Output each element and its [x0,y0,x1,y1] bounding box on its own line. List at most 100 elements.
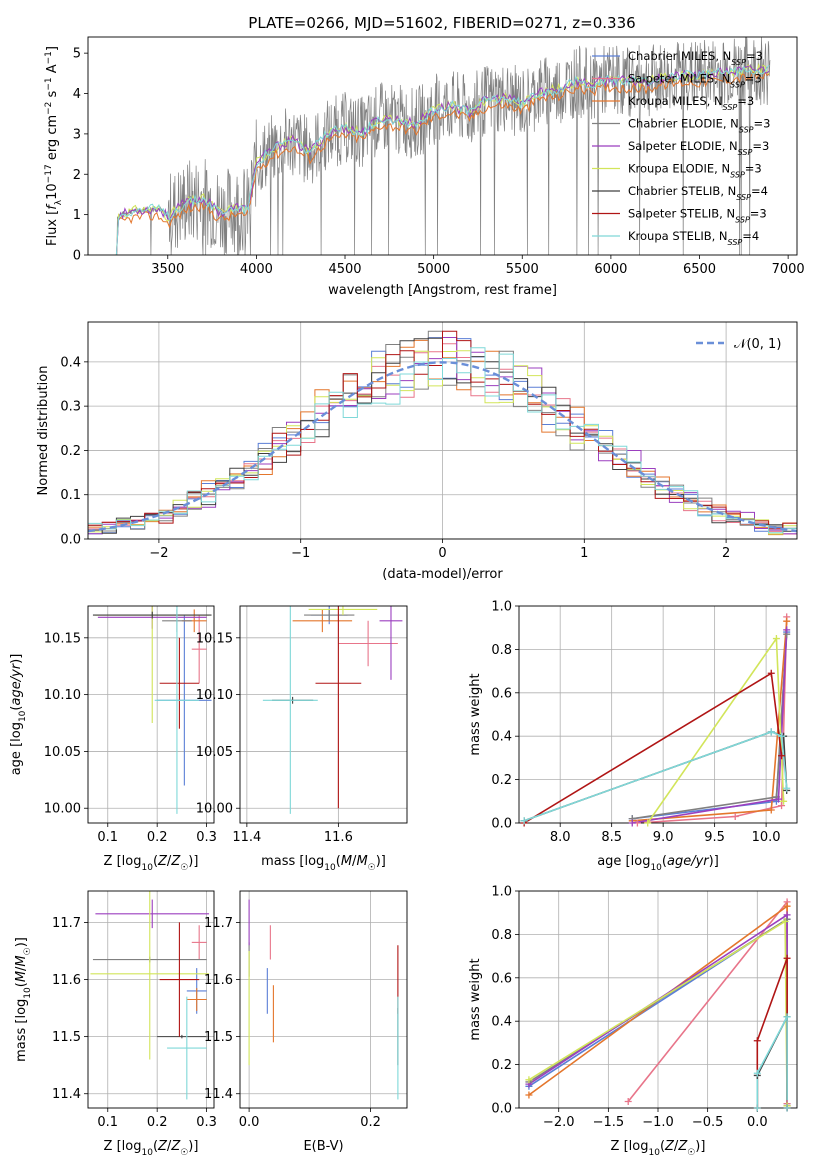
weight-line [647,636,785,823]
legend-text: =4 [742,229,759,243]
y-axis-label: age [log10(age/yr)] [9,654,28,776]
x-axis-label: E(B-V) [303,1139,343,1154]
weight-marker [731,812,739,820]
legend-text: Chabrier MILES, N [628,49,731,63]
label-part: 10 [141,863,153,873]
label-part: )] [376,854,386,869]
y-tick-label: 11.6 [204,973,233,988]
weight-line [523,731,788,822]
legend-label: Kroupa STELIB, NSSP=4 [628,229,759,247]
axes-frame [87,321,798,540]
label-part: ( [153,1139,158,1154]
weight-marker [525,1091,533,1099]
legend-label: Kroupa MILES, NSSP=3 [628,94,754,112]
x-axis-label: Z [log10(Z/Z☉)] [611,1139,706,1158]
x-tick-label: −2.0 [543,1115,575,1130]
legend-sub: SSP [738,148,753,157]
weight-marker [778,802,786,810]
axes-frame [87,605,215,824]
x-tick-label: 8.0 [550,830,571,845]
legend-label: Chabrier ELODIE, NSSP=3 [628,117,770,135]
age-vs-mass-plot-area [240,606,407,823]
x-tick-label: −1 [291,546,310,561]
label-part: )] [14,937,29,947]
residuals-plot-area [88,322,797,539]
age-vs-mass-panel: 11.4 11.6 10.00 10.05 10.10 10.15 mass [log10(… [196,605,408,873]
y-tick-label: 11.4 [52,1087,81,1102]
y-tick-label: 10.10 [196,688,233,703]
legend-sub: SSP [728,238,743,247]
legend-text: Salpeter ELODIE, N [628,139,738,153]
legend-text: Salpeter STELIB, N [628,207,735,221]
legend-sub: SSP [730,170,745,179]
weight-marker [644,819,652,827]
axes-frame [239,605,408,824]
label-part: M [356,854,367,869]
weight-line [632,621,788,822]
weight-marker [624,1097,632,1105]
y-tick-label: 11.7 [52,916,81,931]
legend-sub: SSP [731,58,746,67]
weight-line [756,1016,788,1108]
model-line [115,65,770,255]
y-tick-label: 11.5 [52,1030,81,1045]
label-part: −1 [44,77,54,90]
label-part: ] [45,46,60,51]
mass-vs-Z-panel: 0.1 0.2 0.311.411.511.611.7Z [log10(Z/Z☉)]… [14,890,217,1158]
y-tick-label: 4 [73,87,81,102]
legend-text: =3 [750,207,767,221]
y-tick-label: 0.4 [491,730,512,745]
legend-text: Kroupa STELIB, N [628,229,728,243]
label-part: / [352,854,357,869]
legend-text: =3 [746,49,763,63]
y-tick-label: 10.05 [44,745,81,760]
label-part: ☉ [368,863,376,873]
x-tick-label: 3500 [151,262,184,277]
x-tick-label: 9.0 [653,830,674,845]
label-part: )] [188,854,198,869]
legend-sub: SSP [723,103,738,112]
label-part: mass [log [14,999,29,1062]
x-tick-label: 0.0 [239,1115,260,1130]
y-tick-label: 10.00 [196,802,233,817]
label-part: )] [9,654,24,664]
label-part: ☉ [180,863,188,873]
x-tick-label: 6000 [594,262,627,277]
weight-marker [778,732,786,740]
y-tick-label: 0.1 [60,488,81,503]
x-tick-label: 2 [722,546,730,561]
weight-marker [783,1104,791,1112]
y-tick-label: 0.0 [60,533,81,548]
y-axis-label: Normed distribution [36,366,51,496]
label-part: ( [153,854,158,869]
weight-marker [783,1013,791,1021]
label-part: Z [677,1139,688,1154]
label-part: ( [336,854,341,869]
label-part: Flux [ [45,210,60,246]
y-tick-label: 0.6 [491,971,512,986]
y-tick-label: 5 [73,47,81,62]
y-tick-label: 11.6 [52,973,81,988]
label-part: 10 [648,1148,660,1158]
y-tick-label: 11.7 [204,916,233,931]
label-part: f [45,203,60,210]
x-tick-label: 9.5 [704,830,725,845]
y-tick-label: 0.8 [491,643,512,658]
x-axis-label: age [log10(age/yr)] [597,854,719,873]
spectrum-panel: 3500 4000 4500 5000 5500 6000 6500 7000 0 1 2 3 4 5 Ch… [44,36,805,298]
y-tick-label: 0.4 [491,1015,512,1030]
label-part: / [14,966,29,971]
weight-marker [520,817,528,825]
y-tick-label: 0.3 [60,400,81,415]
x-axis-label: wavelength [Angstrom, rest frame] [328,283,557,298]
label-part: age/yr [667,854,710,869]
weight-marker [783,626,791,634]
legend-label: Chabrier STELIB, NSSP=4 [628,184,768,202]
label-part: )] [709,854,719,869]
legend-text: Chabrier STELIB, N [628,184,736,198]
legend-text: Chabrier ELODIE, N [628,117,739,131]
legend-sub: SSP [736,193,751,202]
label-part: ☉ [687,1148,695,1158]
axes-frame [518,605,798,824]
